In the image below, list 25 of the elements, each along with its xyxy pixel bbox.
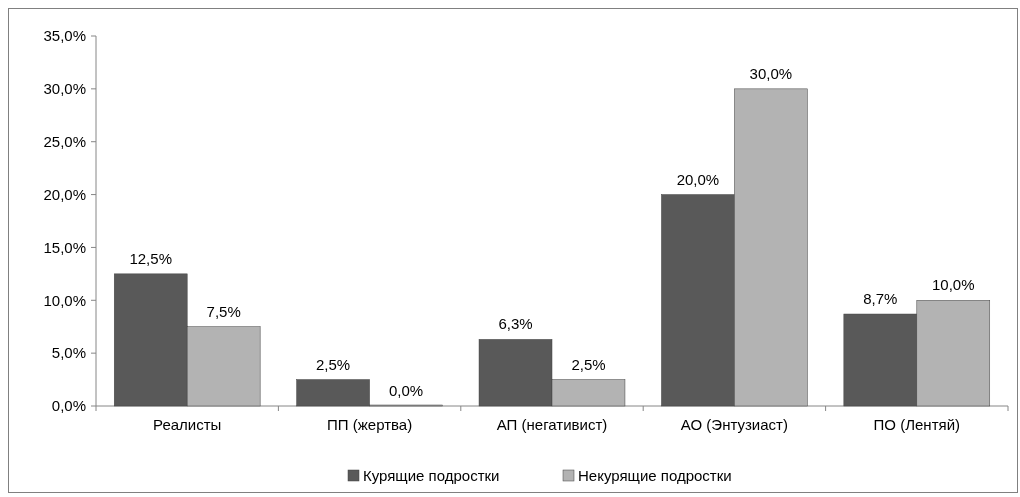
y-tick-label: 30,0%: [43, 80, 86, 98]
data-label: 8,7%: [863, 290, 898, 308]
data-label: 7,5%: [206, 302, 241, 320]
y-tick-label: 20,0%: [43, 185, 86, 203]
y-tick-label: 15,0%: [43, 238, 86, 256]
data-label: 2,5%: [571, 355, 606, 373]
y-tick-label: 0,0%: [51, 397, 86, 415]
y-tick-label: 5,0%: [51, 344, 86, 362]
x-tick-label: ПП (жертва): [327, 416, 413, 433]
data-label: 2,5%: [316, 355, 351, 373]
y-tick-label: 25,0%: [43, 132, 86, 150]
x-tick-label: ПО (Лентяй): [873, 416, 961, 433]
data-label: 6,3%: [498, 315, 533, 333]
data-label: 30,0%: [749, 64, 793, 82]
data-label: 0,0%: [388, 382, 424, 399]
y-tick-label: 35,0%: [43, 27, 86, 45]
data-label: 10,0%: [932, 276, 975, 294]
x-tick-label: АО (Энтузиаст): [680, 416, 788, 433]
data-label: 12,5%: [129, 249, 172, 267]
x-tick-label: Реалисты: [153, 416, 222, 433]
y-tick-label: 10,0%: [43, 291, 86, 309]
legend-label: Курящие подростки: [363, 467, 500, 485]
x-tick-label: АП (негативист): [496, 416, 608, 433]
data-label: 20,0%: [676, 170, 720, 188]
legend-label: Некурящие подростки: [578, 467, 732, 485]
